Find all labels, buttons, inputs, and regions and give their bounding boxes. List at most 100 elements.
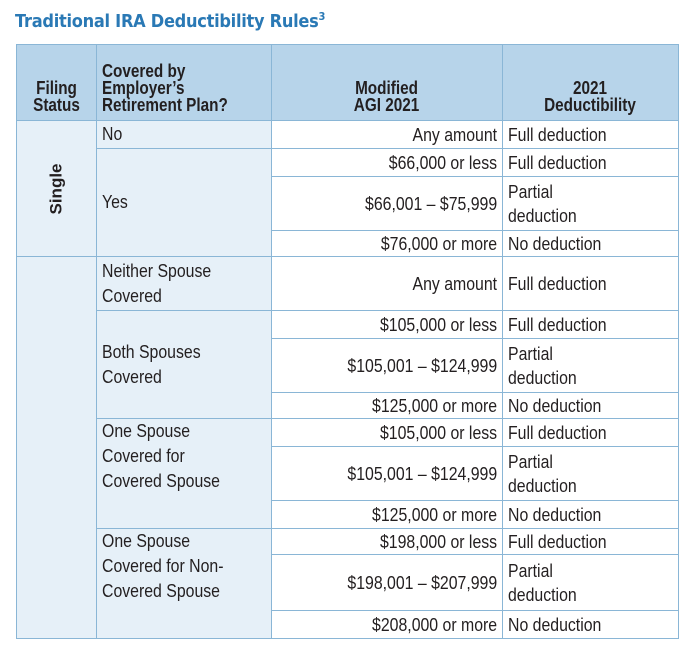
- covered-plan-label: Both Spouses Covered: [102, 340, 201, 390]
- header-covered-line-2: Employer’s: [102, 78, 185, 98]
- deduction-value: No deduction: [508, 232, 601, 256]
- magi-value: Any amount: [412, 273, 497, 294]
- deduction-value: Full deduction: [508, 530, 607, 554]
- header-magi-line-2: AGI 2021: [354, 95, 420, 115]
- deduction-value: Full deduction: [508, 123, 607, 147]
- deduction-value-line: No deduction: [508, 233, 602, 254]
- deduction-value: No deduction: [508, 394, 601, 418]
- magi-cell: Any amount: [271, 120, 503, 149]
- deduction-value-line: deduction: [508, 475, 577, 496]
- header-filing-status-line-1: Filing: [36, 78, 77, 98]
- covered-plan-label-line: Yes: [102, 192, 128, 212]
- covered-plan-label-line: One Spouse: [102, 421, 191, 441]
- covered-plan-label-line: No: [102, 124, 123, 144]
- covered-plan-label: Neither Spouse Covered: [102, 259, 211, 309]
- header-deductibility: 2021 Deductibility: [502, 44, 679, 121]
- covered-plan-label-line: Neither Spouse: [102, 260, 212, 281]
- deduction-value-line: Partial: [508, 560, 553, 581]
- covered-plan-label-line: Covered: [102, 285, 162, 306]
- magi-cell: $125,000 or more: [271, 500, 503, 529]
- covered-plan-label: Yes: [102, 190, 128, 215]
- table-row: Married Filing JointlyNeither Spouse Cove…: [16, 256, 679, 639]
- covered-plan-cell: One Spouse Covered for Non- Covered Spouse: [96, 528, 272, 639]
- deduction-value: Full deduction: [508, 272, 607, 296]
- header-covered-line-1: Covered by: [102, 61, 186, 81]
- deduction-cell: Full deduction: [502, 256, 679, 311]
- deduction-value: Partial deduction: [508, 450, 577, 498]
- table-row: One Spouse Covered for Non- Covered Spouse…: [17, 528, 679, 639]
- magi-value: $125,000 or more: [371, 395, 497, 416]
- magi-cell: $105,001 – $124,999: [271, 338, 503, 393]
- table-row: $66,001 – $75,999 Partial deduction: [17, 176, 679, 231]
- covered-plan-label-line: Covered Spouse: [102, 581, 221, 601]
- covered-plan-cell: Neither Spouse Covered: [96, 256, 272, 311]
- magi-value: $208,000 or more: [371, 614, 497, 635]
- covered-plan-label-line: Covered for: [102, 446, 185, 466]
- header-magi: Modified AGI 2021: [271, 44, 503, 121]
- filing-status-label: Single: [46, 163, 66, 215]
- magi-value: $105,000 or less: [379, 422, 497, 443]
- deduction-value-line: deduction: [508, 367, 577, 388]
- magi-cell: $76,000 or more: [271, 230, 503, 257]
- deduction-value-line: Full deduction: [508, 531, 607, 552]
- deduction-value: Partial deduction: [508, 559, 577, 607]
- table-row: $105,001 – $124,999 Partial deduction: [17, 338, 679, 393]
- magi-value: $105,001 – $124,999: [347, 355, 497, 376]
- magi-value: $105,001 – $124,999: [347, 463, 497, 484]
- table-row: $208,000 or more No deduction: [17, 610, 679, 639]
- magi-cell: $105,001 – $124,999: [271, 446, 503, 501]
- deduction-value: No deduction: [508, 613, 601, 637]
- covered-plan-label: One Spouse Covered for Covered Spouse: [102, 420, 221, 495]
- deduction-cell: Full deduction: [502, 120, 679, 149]
- table-body: Single No Any amount Full deduction Yes $66,0…: [16, 120, 679, 639]
- magi-value: $105,000 or less: [379, 314, 497, 335]
- deductibility-table: Filing Status Covered by Employer’s Reti…: [16, 44, 679, 639]
- deduction-value: Full deduction: [508, 151, 607, 175]
- magi-value: $66,000 or less: [388, 152, 497, 173]
- magi-cell: $105,000 or less: [271, 310, 503, 339]
- deduction-value-line: Full deduction: [508, 422, 607, 443]
- magi-value: $198,000 or less: [379, 531, 497, 552]
- table-row: $125,000 or more No deduction: [17, 392, 679, 419]
- magi-cell: $125,000 or more: [271, 392, 503, 419]
- deduction-value: Partial deduction: [508, 342, 577, 390]
- deduction-value: Full deduction: [508, 421, 607, 445]
- deduction-value-line: Partial: [508, 451, 553, 472]
- deduction-cell: Partial deduction: [502, 338, 679, 393]
- deduction-value-line: Full deduction: [508, 314, 607, 335]
- header-covered-line-3: Retirement Plan?: [102, 95, 228, 115]
- header-deductibility-line-2: Deductibility: [544, 95, 637, 115]
- deduction-value-line: Full deduction: [508, 273, 607, 294]
- page-title: Traditional IRA Deductibility Rules3: [15, 10, 325, 32]
- magi-cell: $198,001 – $207,999: [271, 554, 503, 611]
- deduction-cell: No deduction: [502, 230, 679, 257]
- deduction-value-line: Full deduction: [508, 152, 607, 173]
- covered-plan-label: No: [102, 122, 122, 147]
- deduction-cell: Partial deduction: [502, 446, 679, 501]
- covered-plan-label: One Spouse Covered for Non- Covered Spouse: [102, 530, 224, 605]
- deduction-cell: Full deduction: [502, 148, 679, 177]
- covered-plan-label-line: One Spouse: [102, 531, 191, 551]
- deduction-value-line: deduction: [508, 205, 577, 226]
- deduction-cell: Partial deduction: [502, 176, 679, 231]
- deduction-cell: Partial deduction: [502, 554, 679, 611]
- deduction-value-line: No deduction: [508, 614, 602, 635]
- filing-status-cell: Married Filing Jointly: [16, 256, 97, 639]
- header-magi-line-1: Modified: [355, 78, 419, 98]
- deduction-cell: Full deduction: [502, 310, 679, 339]
- magi-cell: $105,000 or less: [271, 418, 503, 447]
- magi-value: $198,001 – $207,999: [347, 572, 497, 593]
- covered-plan-label-line: Covered Spouse: [102, 471, 221, 491]
- deduction-value-line: No deduction: [508, 504, 602, 525]
- table-row: Single No Any amount Full deduction: [16, 120, 679, 257]
- magi-cell: $66,001 – $75,999: [271, 176, 503, 231]
- header-filing-status: Filing Status: [16, 44, 97, 121]
- table-row: Yes $66,000 or less Full deduction: [17, 148, 679, 257]
- covered-plan-label-line: Covered for Non-: [102, 556, 224, 576]
- covered-plan-cell: One Spouse Covered for Covered Spouse: [96, 418, 272, 529]
- deduction-cell: Full deduction: [502, 418, 679, 447]
- deduction-value-line: deduction: [508, 584, 577, 605]
- deduction-cell: Full deduction: [502, 528, 679, 555]
- header-filing-status-line-2: Status: [33, 95, 80, 115]
- deduction-value: Full deduction: [508, 313, 607, 337]
